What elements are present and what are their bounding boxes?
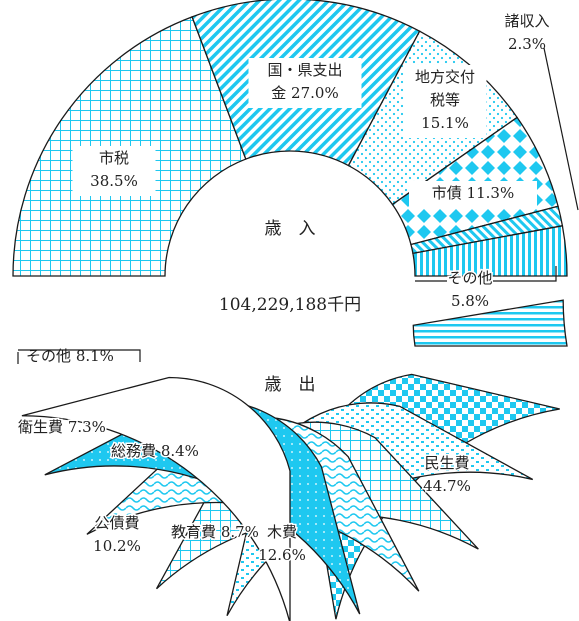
- revenue-label-line: 金 27.0%: [271, 84, 338, 102]
- other-expenditure-leader-line: [17, 349, 141, 364]
- label-background: [409, 181, 537, 208]
- revenue-label-other: その他 5.8%: [446, 268, 494, 312]
- revenue-label-municipal-bonds: 市債 11.3%: [409, 181, 537, 208]
- expenditure-label-welfare: 民生費 44.7%: [422, 453, 473, 497]
- revenue-label-line: 国・県支出: [267, 61, 342, 79]
- expenditure-label-debt-service: 公債費 10.2%: [92, 513, 143, 557]
- expenditure-label-public-works: 木費 12.6%: [257, 522, 308, 566]
- revenue-label-line: 5.8%: [451, 292, 489, 310]
- revenue-label-line: その他: [447, 269, 492, 287]
- label-background: [72, 146, 156, 196]
- expenditure-label-line: その他 8.1%: [26, 347, 114, 365]
- expenditure-label-education: 教育費 8.7%: [170, 522, 261, 543]
- expenditure-slice-other: [21, 376, 291, 621]
- label-background: [248, 58, 362, 108]
- label-background: [403, 65, 487, 138]
- revenue-label-line: 諸収入: [504, 12, 549, 30]
- revenue-total: 104,229,188千円: [219, 295, 361, 315]
- revenue-label-line: 市債 11.3%: [432, 184, 514, 202]
- expenditure-label-line: 公債費: [94, 514, 139, 532]
- revenue-label-line: 2.3%: [508, 35, 546, 53]
- expenditure-label-line: 12.6%: [258, 546, 306, 564]
- expenditure-label-line: 木費: [267, 523, 297, 541]
- expenditure-center-title: 歳 出: [265, 375, 316, 395]
- expenditure-label-sanitation: 衛生費 7.3%: [17, 417, 108, 438]
- expenditure-label-general-affairs: 総務費 8.4%: [110, 441, 201, 462]
- revenue-label-misc-revenue: 諸収入 2.3%: [503, 11, 551, 55]
- expenditure-label-line: 44.7%: [423, 477, 471, 495]
- other-revenue-leader-line: [415, 266, 557, 282]
- revenue-center-title: 歳 入: [265, 219, 316, 239]
- expenditure-donut: [21, 299, 568, 621]
- revenue-label-line: 市税: [99, 149, 129, 167]
- expenditure-label-line: 衛生費 7.3%: [18, 418, 106, 436]
- expenditure-slice-welfare: [412, 299, 568, 347]
- revenue-label-line: 税等: [430, 91, 460, 109]
- revenue-slice-other: [412, 225, 568, 277]
- expenditure-label-line: 教育費 8.7%: [171, 523, 259, 541]
- revenue-label-line: 38.5%: [90, 172, 138, 190]
- revenue-label-line: 地方交付: [415, 68, 475, 86]
- expenditure-label-line: 総務費 8.4%: [111, 442, 199, 460]
- misc-revenue-leader-line: [543, 47, 579, 211]
- revenue-label-line: 15.1%: [421, 114, 469, 132]
- expenditure-label-line: 10.2%: [93, 537, 141, 555]
- revenue-label-city-tax: 市税 38.5%: [72, 146, 156, 196]
- expenditure-label-other: その他 8.1%: [25, 346, 116, 367]
- expenditure-label-line: 民生費: [424, 454, 469, 472]
